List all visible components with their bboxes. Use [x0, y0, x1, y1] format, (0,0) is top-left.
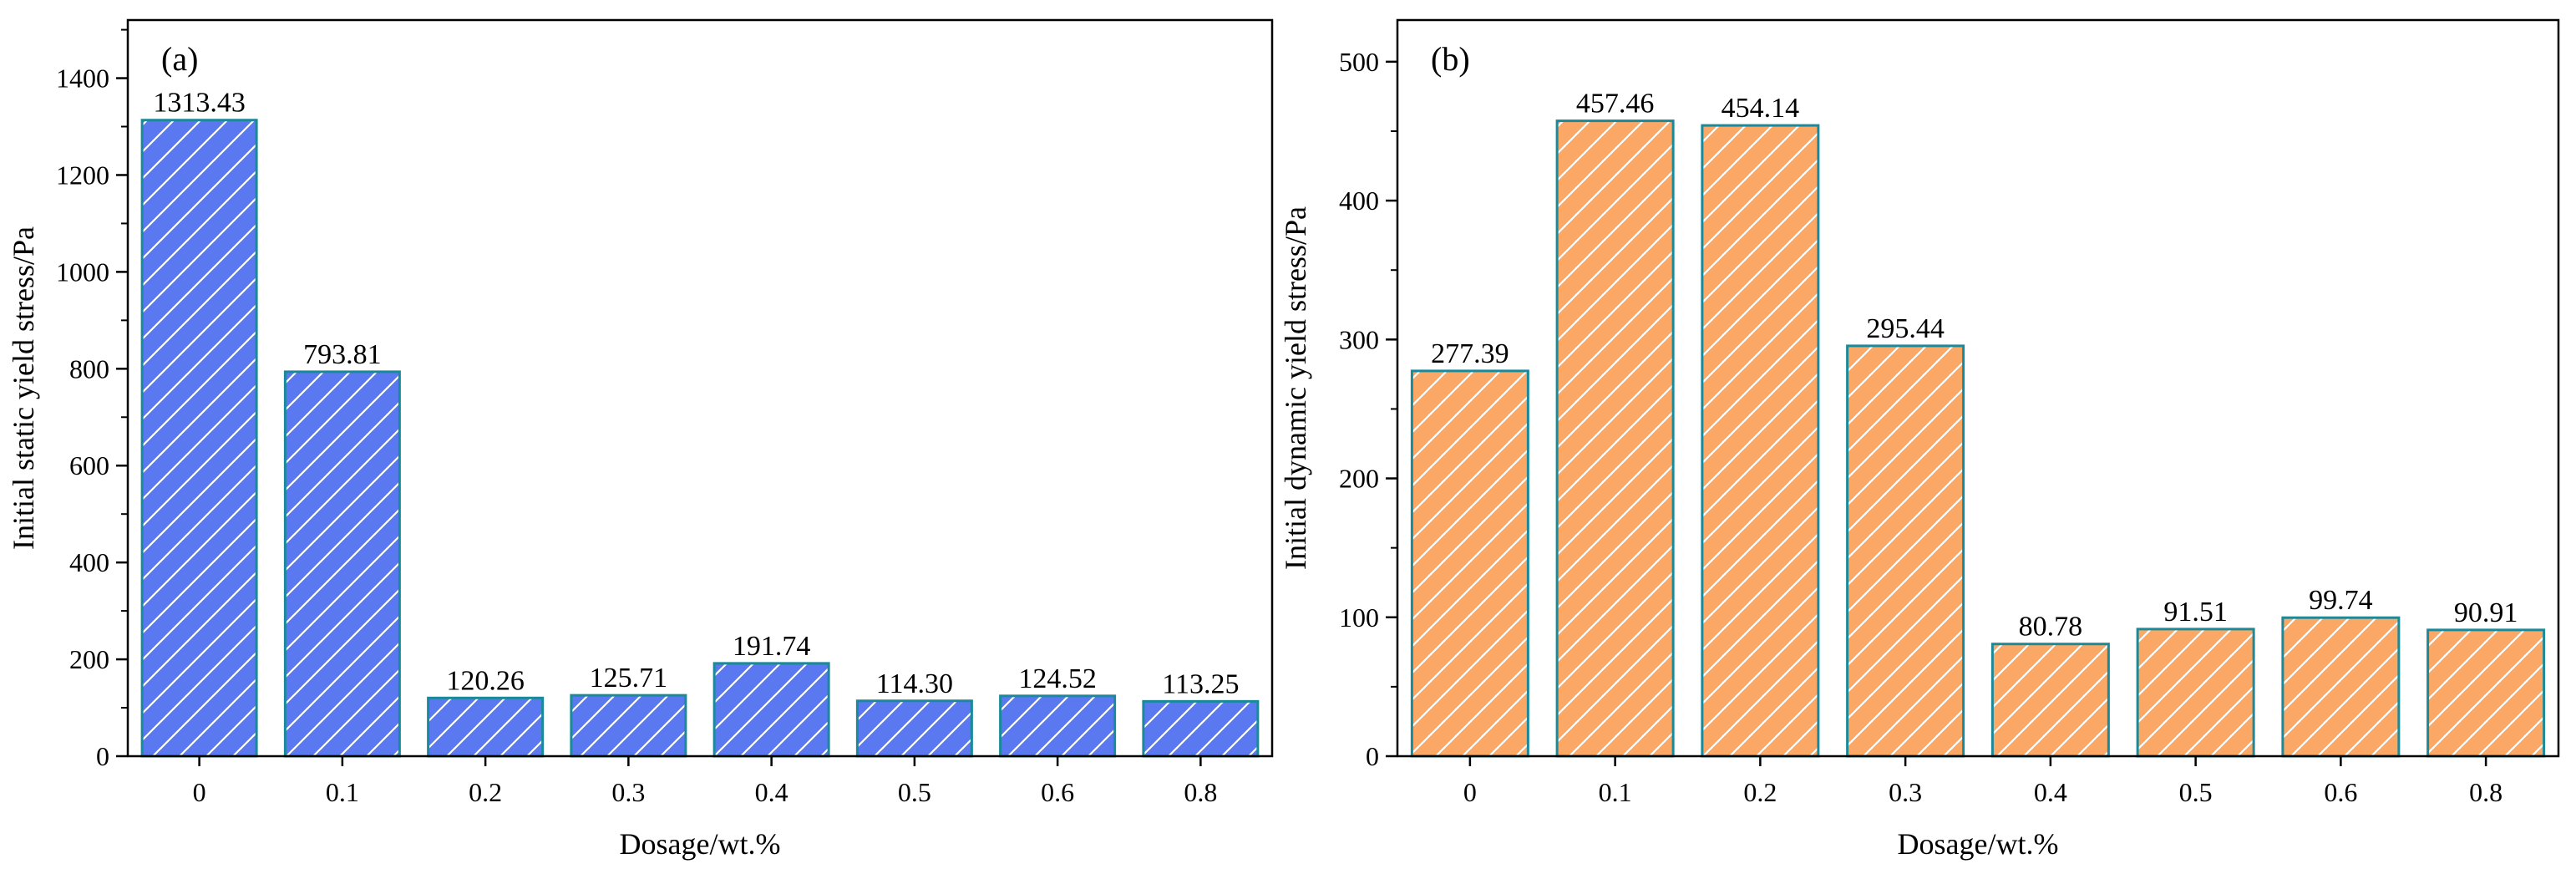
panel-a-bar-hatch-4	[712, 662, 830, 758]
panel-a-data-label-3: 125.71	[590, 663, 668, 694]
panel-b-data-label-0: 277.39	[1431, 338, 1509, 369]
panel-a-y-tick-label-4: 800	[69, 353, 109, 384]
panel-a-data-label-5: 114.30	[876, 668, 953, 699]
panel-a-data-label-2: 120.26	[446, 665, 525, 696]
panel-a-y-tick-label-0: 0	[96, 741, 109, 771]
panel-a-x-tick-label-4: 0.4	[755, 777, 789, 807]
panel-a-x-tick-label-7: 0.8	[1184, 777, 1217, 807]
panel-a-y-tick-label-3: 600	[69, 450, 109, 480]
panel-b-bars	[1410, 119, 2546, 758]
panel-b-data-label-5: 91.51	[2163, 597, 2228, 628]
panel-a-bar-hatch-3	[570, 694, 687, 758]
panel-a-x-tick-label-2: 0.2	[469, 777, 502, 807]
panel-b-y-tick-label-0: 0	[1366, 741, 1379, 771]
panel-a-x-tick-label-0: 0	[193, 777, 206, 807]
panel-b-bar-hatch-2	[1701, 124, 1820, 758]
panel-a-data-labels: 1313.43 793.81 120.26 125.71 191.74 114.30 124…	[153, 88, 1239, 700]
panel-b-x-tick-label-6: 0.6	[2324, 777, 2357, 807]
panel-a-data-label-7: 113.25	[1162, 668, 1239, 699]
panel-a-bar-hatch-7	[1142, 699, 1260, 758]
panel-b-data-label-4: 80.78	[2019, 612, 2083, 643]
panel-a-plot-frame	[126, 18, 1274, 758]
panel-b-x-tick-label-1: 0.1	[1599, 777, 1632, 807]
panel-a-x-tick-label-5: 0.5	[898, 777, 931, 807]
panel-b-y-axis-title: Initial dynamic yield stress/Pa	[1279, 206, 1312, 570]
panel-a-label: (a)	[161, 40, 198, 78]
panel-b-y-tick-label-2: 200	[1339, 464, 1379, 494]
panel-b-x-axis-title: Dosage/wt.%	[1898, 827, 2059, 861]
panel-a-bar-hatch-0	[140, 119, 258, 758]
panel-a-bar-hatch-5	[855, 699, 973, 758]
panel-b-x-tick-label-2: 0.2	[1743, 777, 1777, 807]
panel-b-data-label-1: 457.46	[1576, 89, 1655, 119]
panel-b-x-tick-label-7: 0.8	[2469, 777, 2502, 807]
panel-a-chart: 1313.43 793.81 120.26 125.71 191.74 114.30 124…	[7, 18, 1274, 861]
panel-a-x-axis-title: Dosage/wt.%	[620, 827, 781, 861]
panel-b-x-tick-label-4: 0.4	[2034, 777, 2067, 807]
panel-b-x-tick-label-0: 0	[1463, 777, 1477, 807]
panel-b-x-tick-label-3: 0.3	[1889, 777, 1922, 807]
panel-a-y-axis-ticks: 0 200 400 600 800 1000 1200 1400	[56, 28, 128, 771]
panel-a-y-tick-label-2: 400	[69, 547, 109, 577]
panel-b-data-labels: 277.39 457.46 454.14 295.44 80.78 91.51 99.74 9…	[1431, 89, 2518, 643]
panel-b-data-label-2: 454.14	[1722, 93, 1800, 124]
panel-a-data-label-6: 124.52	[1018, 663, 1097, 694]
panel-a-y-tick-label-1: 200	[69, 644, 109, 674]
panel-b-plot-frame	[1396, 18, 2560, 758]
panel-a-bar-hatch-1	[283, 370, 401, 758]
panel-a-data-label-0: 1313.43	[153, 88, 246, 119]
panel-b-x-axis-ticks: 0 0.1 0.2 0.3 0.4 0.5 0.6 0.8	[1463, 756, 2502, 807]
panel-b-y-tick-label-5: 500	[1339, 47, 1379, 77]
panel-a-y-tick-label-6: 1200	[56, 160, 109, 190]
panel-b-data-label-7: 90.91	[2454, 597, 2518, 628]
panel-b-y-tick-label-4: 400	[1339, 185, 1379, 216]
panel-b-data-label-3: 295.44	[1866, 313, 1945, 344]
panel-a-bar-hatch-6	[999, 694, 1117, 758]
panel-a-x-tick-label-1: 0.1	[326, 777, 359, 807]
panel-b-data-label-6: 99.74	[2309, 585, 2373, 616]
panel-b-bar-hatch-0	[1410, 369, 1529, 758]
panel-a-bars	[140, 119, 1260, 758]
panel-b-y-tick-label-1: 100	[1339, 602, 1379, 633]
panel-b-label: (b)	[1431, 40, 1470, 78]
panel-a-data-label-1: 793.81	[303, 339, 382, 370]
panel-a-x-tick-label-6: 0.6	[1041, 777, 1074, 807]
panel-a-y-tick-label-7: 1400	[56, 64, 109, 94]
panel-b-bar-hatch-1	[1555, 119, 1675, 758]
panel-b-bar-hatch-6	[2281, 616, 2401, 758]
panel-a-y-tick-label-5: 1000	[56, 257, 109, 287]
panel-b-x-tick-label-5: 0.5	[2179, 777, 2213, 807]
panel-b-bar-hatch-5	[2136, 628, 2255, 758]
panel-b-bar-hatch-3	[1846, 344, 1965, 758]
panel-a-y-axis-title: Initial static yield stress/Pa	[7, 226, 40, 550]
panel-b-bar-hatch-7	[2426, 628, 2546, 758]
panel-a-bar-hatch-2	[427, 696, 545, 758]
panel-a-x-axis-ticks: 0 0.1 0.2 0.3 0.4 0.5 0.6 0.8	[193, 756, 1217, 807]
panel-b-chart: 277.39 457.46 454.14 295.44 80.78 91.51 99.74 9…	[1279, 18, 2560, 861]
panel-b-bar-hatch-4	[1990, 643, 2110, 758]
panel-a-x-tick-label-3: 0.3	[611, 777, 645, 807]
panel-b-y-axis-ticks: 0 100 200 300 400 500	[1339, 47, 1397, 771]
panel-b-y-tick-label-3: 300	[1339, 324, 1379, 354]
panel-a-data-label-4: 191.74	[733, 631, 811, 662]
